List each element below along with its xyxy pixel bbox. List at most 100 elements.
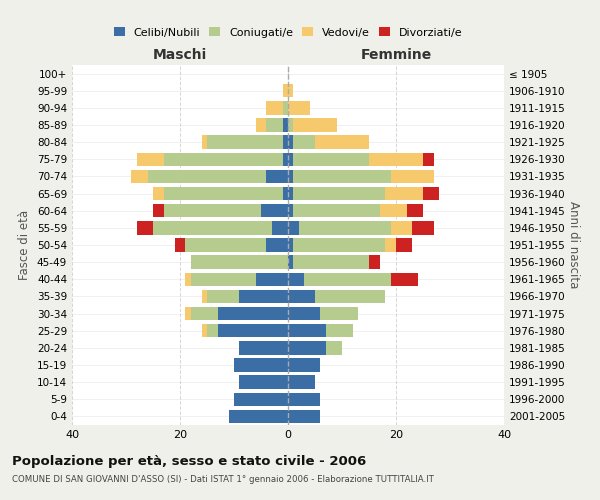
Bar [283, 152, 288, 166]
Bar [391, 272, 418, 286]
Bar [283, 187, 288, 200]
Y-axis label: Fasce di età: Fasce di età [19, 210, 31, 280]
Bar [283, 118, 288, 132]
Bar [288, 187, 293, 200]
Bar [207, 324, 218, 338]
Bar [293, 152, 369, 166]
Bar [288, 290, 315, 303]
Bar [288, 324, 326, 338]
Bar [293, 118, 337, 132]
Bar [293, 256, 369, 269]
Bar [153, 221, 272, 234]
Bar [423, 187, 439, 200]
Bar [380, 204, 407, 218]
Bar [293, 136, 315, 149]
Bar [266, 118, 283, 132]
Bar [137, 221, 153, 234]
Bar [288, 101, 310, 114]
Bar [288, 307, 320, 320]
Bar [326, 324, 353, 338]
Bar [326, 341, 342, 354]
Bar [288, 392, 320, 406]
Bar [218, 324, 288, 338]
Bar [234, 358, 288, 372]
Bar [164, 152, 283, 166]
Bar [396, 238, 412, 252]
Bar [315, 290, 385, 303]
Bar [288, 272, 304, 286]
Text: Popolazione per età, sesso e stato civile - 2006: Popolazione per età, sesso e stato civil… [12, 455, 366, 468]
Bar [191, 272, 256, 286]
Legend: Celibi/Nubili, Coniugati/e, Vedovi/e, Divorziati/e: Celibi/Nubili, Coniugati/e, Vedovi/e, Di… [110, 24, 466, 41]
Bar [191, 307, 218, 320]
Bar [148, 170, 266, 183]
Bar [293, 187, 385, 200]
Bar [185, 307, 191, 320]
Bar [164, 187, 283, 200]
Y-axis label: Anni di nascita: Anni di nascita [566, 202, 580, 288]
Bar [207, 290, 239, 303]
Bar [288, 376, 315, 389]
Bar [266, 101, 283, 114]
Bar [391, 221, 412, 234]
Bar [218, 307, 288, 320]
Bar [261, 204, 288, 218]
Bar [288, 84, 293, 98]
Bar [288, 136, 293, 149]
Bar [266, 170, 288, 183]
Bar [385, 238, 396, 252]
Bar [185, 272, 191, 286]
Bar [207, 136, 283, 149]
Bar [293, 204, 380, 218]
Bar [304, 272, 391, 286]
Bar [266, 238, 288, 252]
Text: COMUNE DI SAN GIOVANNI D'ASSO (SI) - Dati ISTAT 1° gennaio 2006 - Elaborazione T: COMUNE DI SAN GIOVANNI D'ASSO (SI) - Dat… [12, 475, 434, 484]
Bar [202, 290, 207, 303]
Bar [288, 204, 293, 218]
Bar [229, 410, 288, 423]
Bar [288, 256, 293, 269]
Bar [423, 152, 434, 166]
Bar [288, 341, 326, 354]
Bar [164, 204, 261, 218]
Bar [288, 221, 299, 234]
Bar [385, 187, 423, 200]
Bar [239, 376, 288, 389]
Bar [185, 238, 266, 252]
Bar [153, 187, 164, 200]
Bar [391, 170, 434, 183]
Bar [239, 341, 288, 354]
Bar [131, 170, 148, 183]
Bar [234, 392, 288, 406]
Bar [202, 136, 207, 149]
Bar [239, 290, 288, 303]
Bar [407, 204, 423, 218]
Bar [191, 256, 288, 269]
Text: Femmine: Femmine [361, 48, 431, 62]
Bar [153, 204, 164, 218]
Bar [288, 238, 293, 252]
Bar [272, 221, 288, 234]
Bar [175, 238, 185, 252]
Bar [315, 136, 369, 149]
Bar [288, 152, 293, 166]
Bar [288, 410, 320, 423]
Bar [256, 272, 288, 286]
Bar [288, 118, 293, 132]
Bar [202, 324, 207, 338]
Bar [256, 118, 266, 132]
Text: Maschi: Maschi [153, 48, 207, 62]
Bar [283, 84, 288, 98]
Bar [288, 358, 320, 372]
Bar [137, 152, 164, 166]
Bar [369, 256, 380, 269]
Bar [283, 136, 288, 149]
Bar [412, 221, 434, 234]
Bar [299, 221, 391, 234]
Bar [369, 152, 423, 166]
Bar [320, 307, 358, 320]
Bar [293, 170, 391, 183]
Bar [293, 238, 385, 252]
Bar [288, 170, 293, 183]
Bar [283, 101, 288, 114]
